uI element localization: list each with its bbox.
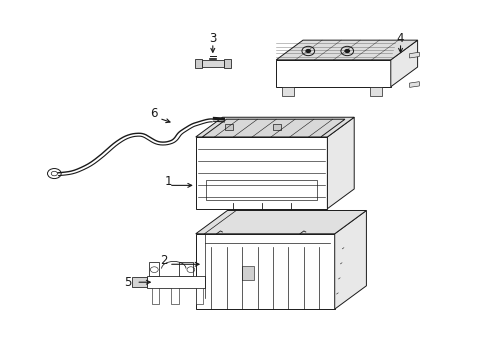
Polygon shape: [149, 262, 159, 276]
Polygon shape: [224, 123, 232, 130]
Text: 6: 6: [150, 107, 158, 120]
Polygon shape: [273, 123, 281, 130]
Polygon shape: [178, 262, 193, 276]
Polygon shape: [409, 82, 418, 87]
Polygon shape: [334, 211, 366, 309]
Polygon shape: [194, 59, 202, 68]
Polygon shape: [390, 40, 417, 87]
Text: 5: 5: [123, 276, 131, 289]
Polygon shape: [282, 87, 293, 96]
Polygon shape: [195, 137, 327, 209]
Polygon shape: [327, 117, 353, 209]
Polygon shape: [195, 288, 203, 304]
Polygon shape: [409, 52, 418, 58]
Polygon shape: [241, 266, 253, 280]
Polygon shape: [171, 288, 178, 304]
Circle shape: [344, 49, 349, 53]
Polygon shape: [195, 234, 334, 309]
Circle shape: [305, 49, 310, 53]
Text: 3: 3: [209, 32, 216, 45]
Polygon shape: [276, 40, 417, 60]
Polygon shape: [152, 288, 159, 304]
Text: 1: 1: [165, 175, 172, 188]
Polygon shape: [202, 60, 223, 67]
Polygon shape: [276, 60, 390, 87]
Polygon shape: [206, 180, 316, 200]
Text: 4: 4: [396, 32, 404, 45]
Polygon shape: [132, 277, 147, 287]
Polygon shape: [147, 276, 205, 288]
Polygon shape: [223, 59, 230, 68]
Polygon shape: [202, 119, 344, 137]
Polygon shape: [195, 211, 366, 234]
Polygon shape: [195, 117, 353, 137]
Polygon shape: [369, 87, 382, 96]
Text: 2: 2: [160, 254, 167, 267]
